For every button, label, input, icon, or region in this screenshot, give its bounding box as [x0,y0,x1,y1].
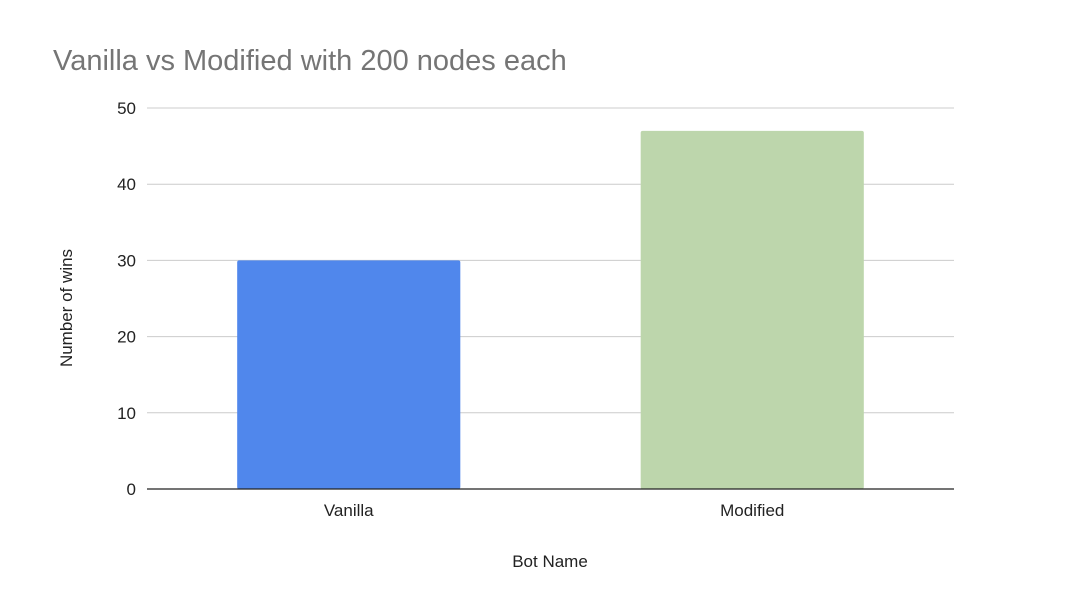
y-tick-label: 0 [127,480,136,499]
y-tick-label: 20 [117,328,136,347]
bar-vanilla [237,260,461,489]
y-tick-label: 30 [117,251,136,270]
chart-title: Vanilla vs Modified with 200 nodes each [53,45,567,77]
y-tick-labels: 0 10 20 30 40 50 [117,99,136,499]
x-axis-title: Bot Name [512,552,588,571]
x-tick-labels: Vanilla Modified [324,501,785,520]
x-tick-label: Vanilla [324,501,374,520]
y-tick-label: 40 [117,175,136,194]
y-axis-title: Number of wins [57,249,76,367]
x-tick-label: Modified [720,501,784,520]
y-tick-label: 10 [117,404,136,423]
bars [237,130,864,490]
y-tick-label: 50 [117,99,136,118]
bar-modified [640,130,864,490]
